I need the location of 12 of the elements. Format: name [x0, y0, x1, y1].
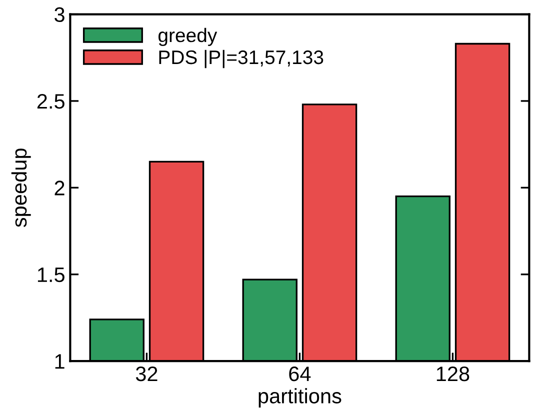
x-tick-label: 128	[436, 366, 470, 382]
x-tick-label: 64	[289, 366, 311, 382]
y-tick-label: 2	[54, 180, 64, 196]
y-tick-label: 2.5	[37, 94, 64, 109]
x-axis-title: partitions	[258, 388, 342, 408]
y-tick-label: 1	[55, 354, 64, 369]
legend-label: PDS |P|=31,57,133	[159, 50, 324, 68]
legend-label: greedy	[158, 28, 218, 46]
y-tick-label: 1.5	[38, 268, 64, 282]
y-axis-title: speedup	[11, 148, 31, 228]
x-tick-label: 32	[136, 366, 158, 382]
y-tick-label: 3	[54, 7, 64, 22]
